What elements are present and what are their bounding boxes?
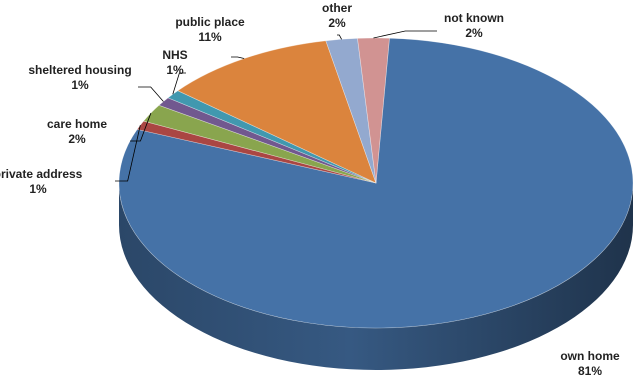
data-labels: own home 81% private address 1% care home 2% s… bbox=[0, 1, 620, 378]
leader-line-6 bbox=[337, 34, 342, 40]
data-label-not-known: not known 2% bbox=[444, 11, 504, 40]
data-label-NHS: NHS 1% bbox=[162, 48, 187, 77]
data-label-care-home: care home 2% bbox=[47, 117, 107, 146]
leader-line-7 bbox=[373, 30, 437, 39]
pie-top-faces bbox=[118, 37, 633, 329]
leader-line-5 bbox=[231, 56, 245, 59]
leader-line-1 bbox=[115, 125, 141, 182]
leader-line-2 bbox=[130, 112, 152, 142]
pie-side-0 bbox=[119, 183, 633, 370]
leader-lines bbox=[115, 30, 437, 182]
pie-slice-not-known bbox=[357, 37, 390, 184]
leader-line-3 bbox=[138, 86, 164, 102]
data-label-own-home: own home 81% bbox=[560, 349, 620, 378]
data-label-sheltered-housing: sheltered housing 1% bbox=[28, 63, 131, 92]
data-label-private-address: private address 1% bbox=[0, 167, 83, 196]
pie-side-walls bbox=[119, 183, 633, 370]
leader-line-4 bbox=[172, 72, 186, 95]
data-label-other: other 2% bbox=[322, 1, 352, 30]
data-label-public-place: public place 11% bbox=[175, 15, 245, 44]
